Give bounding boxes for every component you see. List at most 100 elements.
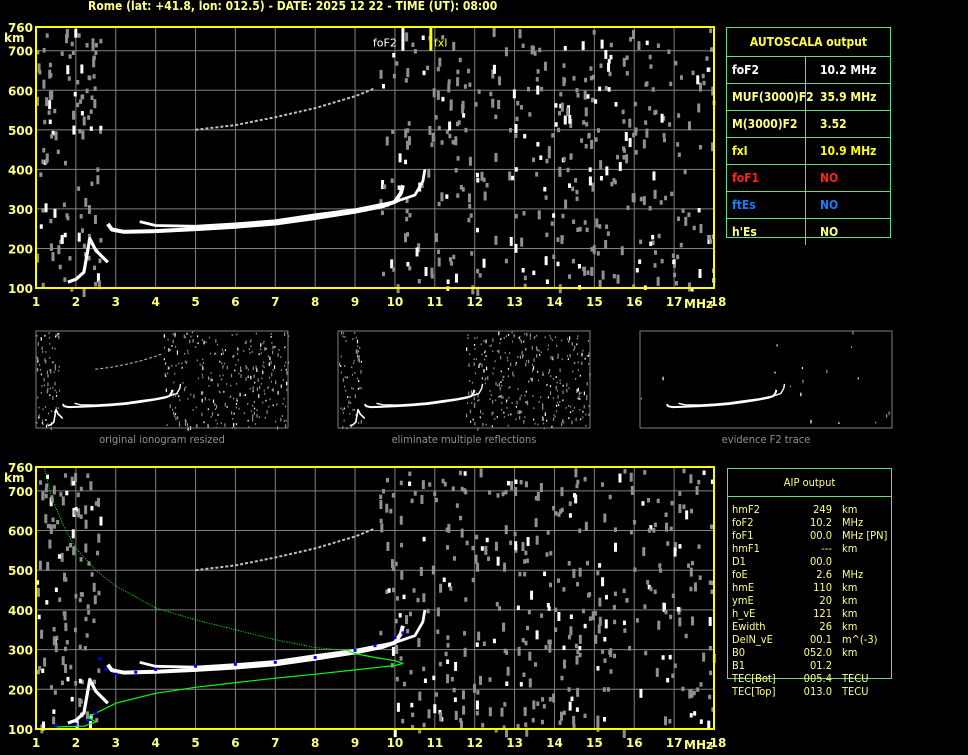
- noise-pixel: [585, 122, 589, 127]
- noise-pixel: [562, 659, 566, 669]
- noise-pixel: [603, 513, 607, 523]
- noise-pixel: [477, 393, 479, 398]
- noise-pixel: [77, 232, 81, 242]
- noise-pixel: [360, 420, 362, 424]
- noise-pixel: [61, 496, 65, 506]
- y-tick-label: 760: [8, 461, 33, 475]
- noise-pixel: [557, 578, 561, 583]
- noise-pixel: [436, 66, 440, 72]
- noise-pixel: [183, 334, 185, 339]
- noise-pixel: [491, 98, 495, 108]
- noise-pixel: [472, 418, 474, 421]
- noise-pixel: [221, 348, 224, 351]
- noise-pixel: [58, 597, 62, 602]
- noise-pixel: [492, 399, 494, 404]
- noise-pixel: [631, 193, 635, 203]
- noise-pixel: [436, 629, 440, 635]
- noise-pixel: [576, 649, 580, 655]
- noise-pixel: [37, 359, 39, 363]
- noise-pixel: [518, 29, 522, 39]
- noise-pixel: [60, 234, 64, 244]
- autoscala-value: 10.9 MHz: [820, 144, 877, 158]
- noise-pixel: [50, 134, 54, 139]
- noise-pixel: [172, 408, 174, 411]
- noise-pixel: [671, 673, 675, 678]
- noise-pixel: [485, 339, 487, 344]
- noise-pixel: [708, 235, 712, 240]
- noise-pixel: [495, 381, 497, 386]
- noise-pixel: [65, 640, 69, 645]
- noise-pixel: [567, 183, 571, 188]
- noise-pixel: [426, 608, 430, 614]
- noise-pixel: [460, 486, 464, 492]
- noise-pixel: [496, 416, 498, 418]
- noise-pixel: [511, 331, 513, 334]
- noise-pixel: [422, 536, 426, 542]
- noise-pixel: [674, 281, 678, 286]
- y-tick-label: 300: [8, 644, 33, 658]
- noise-pixel: [64, 622, 68, 628]
- noise-pixel: [586, 381, 588, 386]
- noise-pixel: [583, 391, 586, 396]
- noise-pixel: [97, 590, 101, 596]
- aip-value: 26: [819, 620, 832, 633]
- noise-pixel: [524, 640, 528, 646]
- noise-pixel: [58, 365, 60, 368]
- noise-pixel: [510, 413, 512, 416]
- noise-pixel: [41, 159, 45, 164]
- noise-pixel: [475, 392, 478, 395]
- noise-pixel: [562, 399, 564, 402]
- noise-pixel: [711, 707, 715, 712]
- noise-pixel: [223, 362, 226, 365]
- noise-pixel: [560, 507, 564, 513]
- noise-pixel: [652, 528, 656, 533]
- noise-pixel: [802, 379, 804, 384]
- noise-pixel: [396, 596, 400, 601]
- noise-pixel: [501, 401, 503, 404]
- noise-pixel: [455, 121, 459, 127]
- noise-pixel: [230, 395, 232, 398]
- noise-pixel: [471, 402, 473, 404]
- noise-pixel: [354, 372, 356, 374]
- noise-pixel: [204, 396, 207, 401]
- noise-pixel: [51, 347, 54, 350]
- noise-pixel: [96, 167, 100, 172]
- noise-pixel: [380, 210, 384, 216]
- noise-pixel: [590, 139, 594, 149]
- noise-pixel: [434, 497, 438, 503]
- noise-pixel: [346, 376, 348, 379]
- noise-pixel: [536, 69, 540, 74]
- thumbnail-original: [35, 330, 290, 431]
- noise-pixel: [79, 514, 83, 519]
- fitted-trace-point: [273, 660, 277, 664]
- noise-pixel: [536, 85, 540, 95]
- noise-pixel: [582, 416, 584, 419]
- noise-pixel: [492, 638, 496, 644]
- noise-pixel: [476, 336, 478, 339]
- multiple-reflection-trace: [95, 353, 163, 370]
- noise-pixel: [394, 561, 398, 567]
- noise-pixel: [51, 252, 55, 262]
- noise-pixel: [492, 64, 496, 74]
- noise-pixel: [576, 388, 578, 393]
- noise-pixel: [406, 261, 410, 267]
- noise-pixel: [596, 722, 600, 732]
- noise-pixel: [286, 388, 288, 391]
- noise-pixel: [232, 418, 234, 420]
- noise-pixel: [524, 394, 526, 397]
- noise-pixel: [525, 727, 529, 737]
- noise-pixel: [687, 563, 691, 568]
- autoscala-value: 10.2 MHz: [820, 63, 877, 77]
- noise-pixel: [519, 355, 522, 360]
- noise-pixel: [44, 493, 48, 499]
- noise-pixel: [78, 597, 82, 603]
- noise-pixel: [82, 243, 86, 249]
- noise-pixel: [224, 402, 226, 407]
- plot-frame: [35, 330, 289, 429]
- noise-pixel: [285, 368, 287, 371]
- noise-pixel: [516, 100, 520, 106]
- noise-pixel: [550, 355, 552, 360]
- noise-pixel: [517, 410, 519, 415]
- noise-pixel: [352, 338, 354, 340]
- noise-pixel: [691, 616, 695, 626]
